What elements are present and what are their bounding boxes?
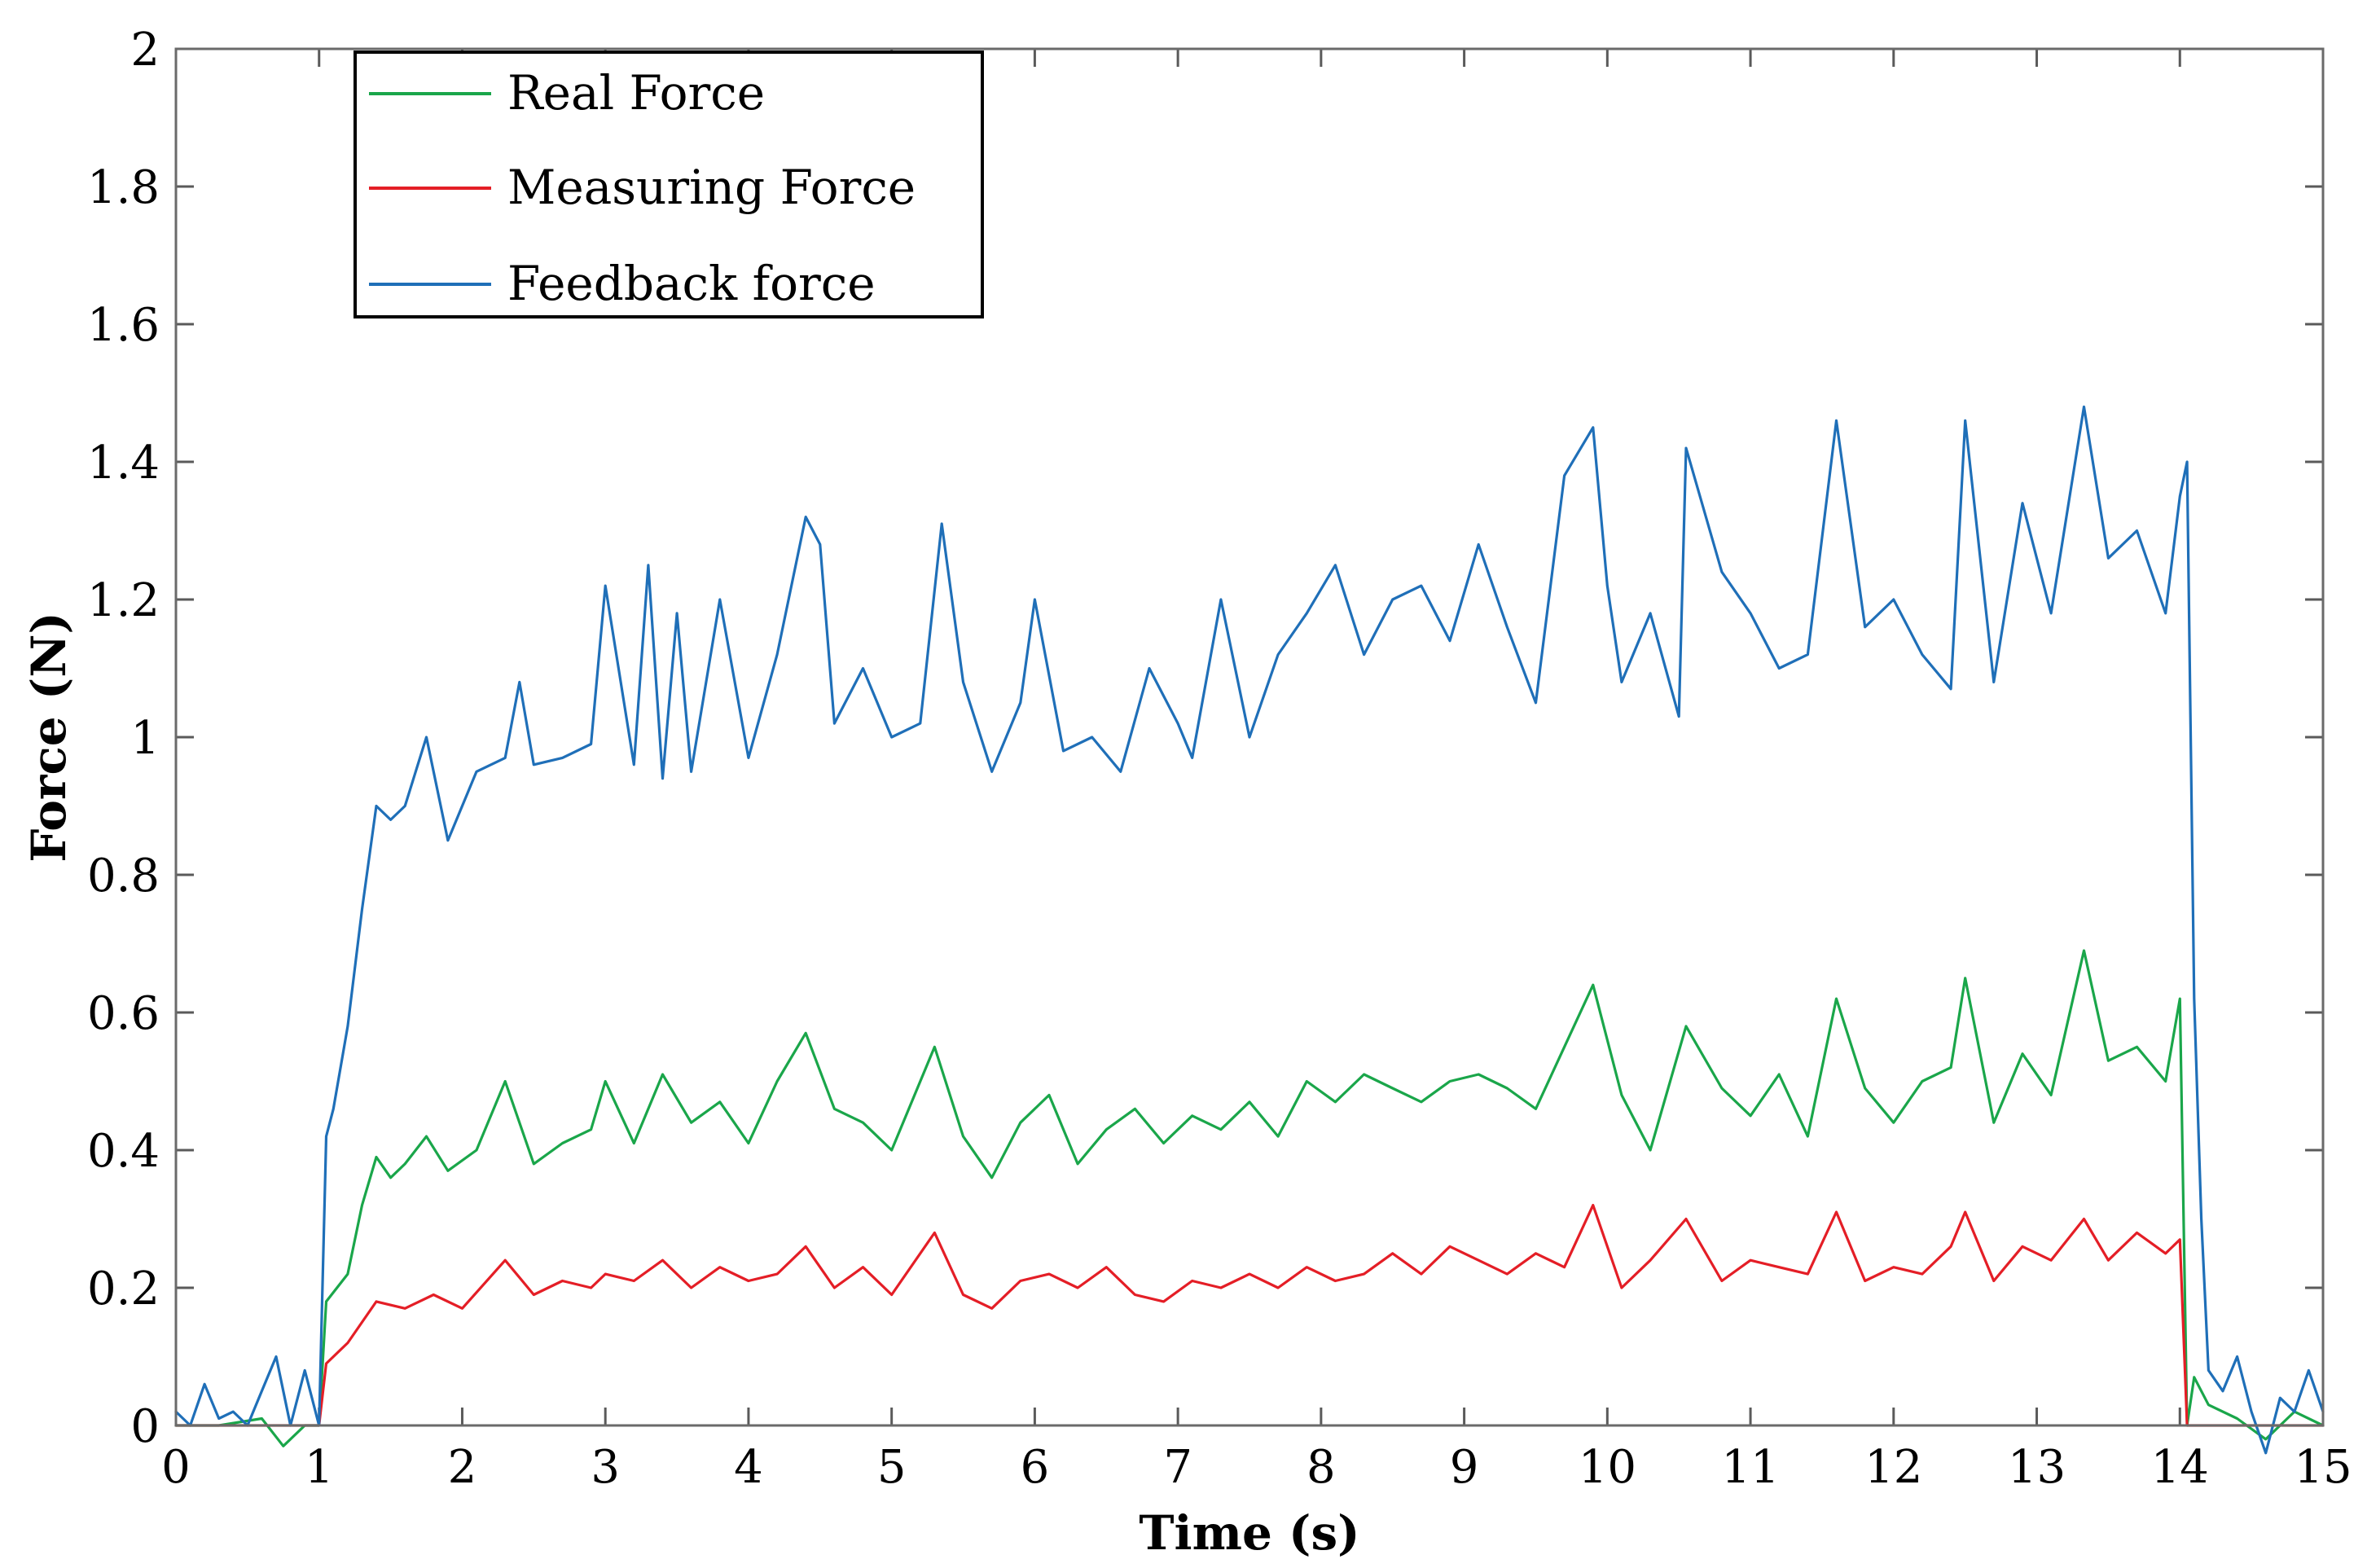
y-tick-label: 1 xyxy=(130,712,160,765)
legend-label-measuring-force: Measuring Force xyxy=(507,160,916,215)
y-tick-labels: 0 0.2 0.4 0.6 0.8 1 1.2 1.4 1.6 1.8 2 xyxy=(87,24,160,1453)
x-tick-label: 9 xyxy=(1450,1441,1479,1494)
x-tick-label: 6 xyxy=(1021,1441,1050,1494)
legend-box xyxy=(354,51,984,318)
y-tick-label: 0.8 xyxy=(87,850,160,903)
x-tick-label: 14 xyxy=(2151,1441,2209,1494)
legend-label-real-force: Real Force xyxy=(507,65,765,121)
x-tick-label: 3 xyxy=(591,1441,620,1494)
y-tick-label: 1.2 xyxy=(87,574,160,627)
y-tick-label: 1.8 xyxy=(87,161,160,214)
plot-frame xyxy=(174,47,2325,1427)
y-tick-label: 2 xyxy=(130,24,160,77)
x-tick-label: 2 xyxy=(448,1441,477,1494)
series-line-measuring-force xyxy=(174,1203,2325,1427)
y-tick-label: 1.6 xyxy=(87,299,160,352)
x-tick-label: 1 xyxy=(305,1441,334,1494)
x-tick-label: 10 xyxy=(1579,1441,1636,1494)
x-tick-label: 7 xyxy=(1163,1441,1192,1494)
x-tick-label: 4 xyxy=(734,1441,763,1494)
legend: Real Force Measuring Force Feedback forc… xyxy=(354,51,984,318)
x-tick-labels: 0 1 2 3 4 5 6 7 8 9 10 11 12 13 14 15 xyxy=(161,1441,2352,1494)
x-tick-label: 15 xyxy=(2294,1441,2352,1494)
series-layer xyxy=(174,405,2325,1455)
x-tick-label: 13 xyxy=(2008,1441,2066,1494)
x-tick-label: 11 xyxy=(1721,1441,1779,1494)
y-tick-label: 0 xyxy=(130,1400,160,1453)
series-line-real-force xyxy=(174,949,2325,1447)
x-tick-label: 0 xyxy=(161,1441,191,1494)
y-tick-label: 0.4 xyxy=(87,1125,160,1178)
y-tick-label: 0.2 xyxy=(87,1263,160,1315)
series-line-feedback-force xyxy=(174,405,2325,1455)
x-tick-label: 8 xyxy=(1306,1441,1336,1494)
y-axis-title: Force (N) xyxy=(21,612,77,863)
x-tick-label: 12 xyxy=(1864,1441,1922,1494)
y-tick-label: 0.6 xyxy=(87,987,160,1040)
x-tick-label: 5 xyxy=(877,1441,907,1494)
legend-label-feedback-force: Feedback force xyxy=(507,256,876,311)
x-axis-title: Time (s) xyxy=(1139,1505,1359,1561)
y-tick-label: 1.4 xyxy=(87,437,160,490)
